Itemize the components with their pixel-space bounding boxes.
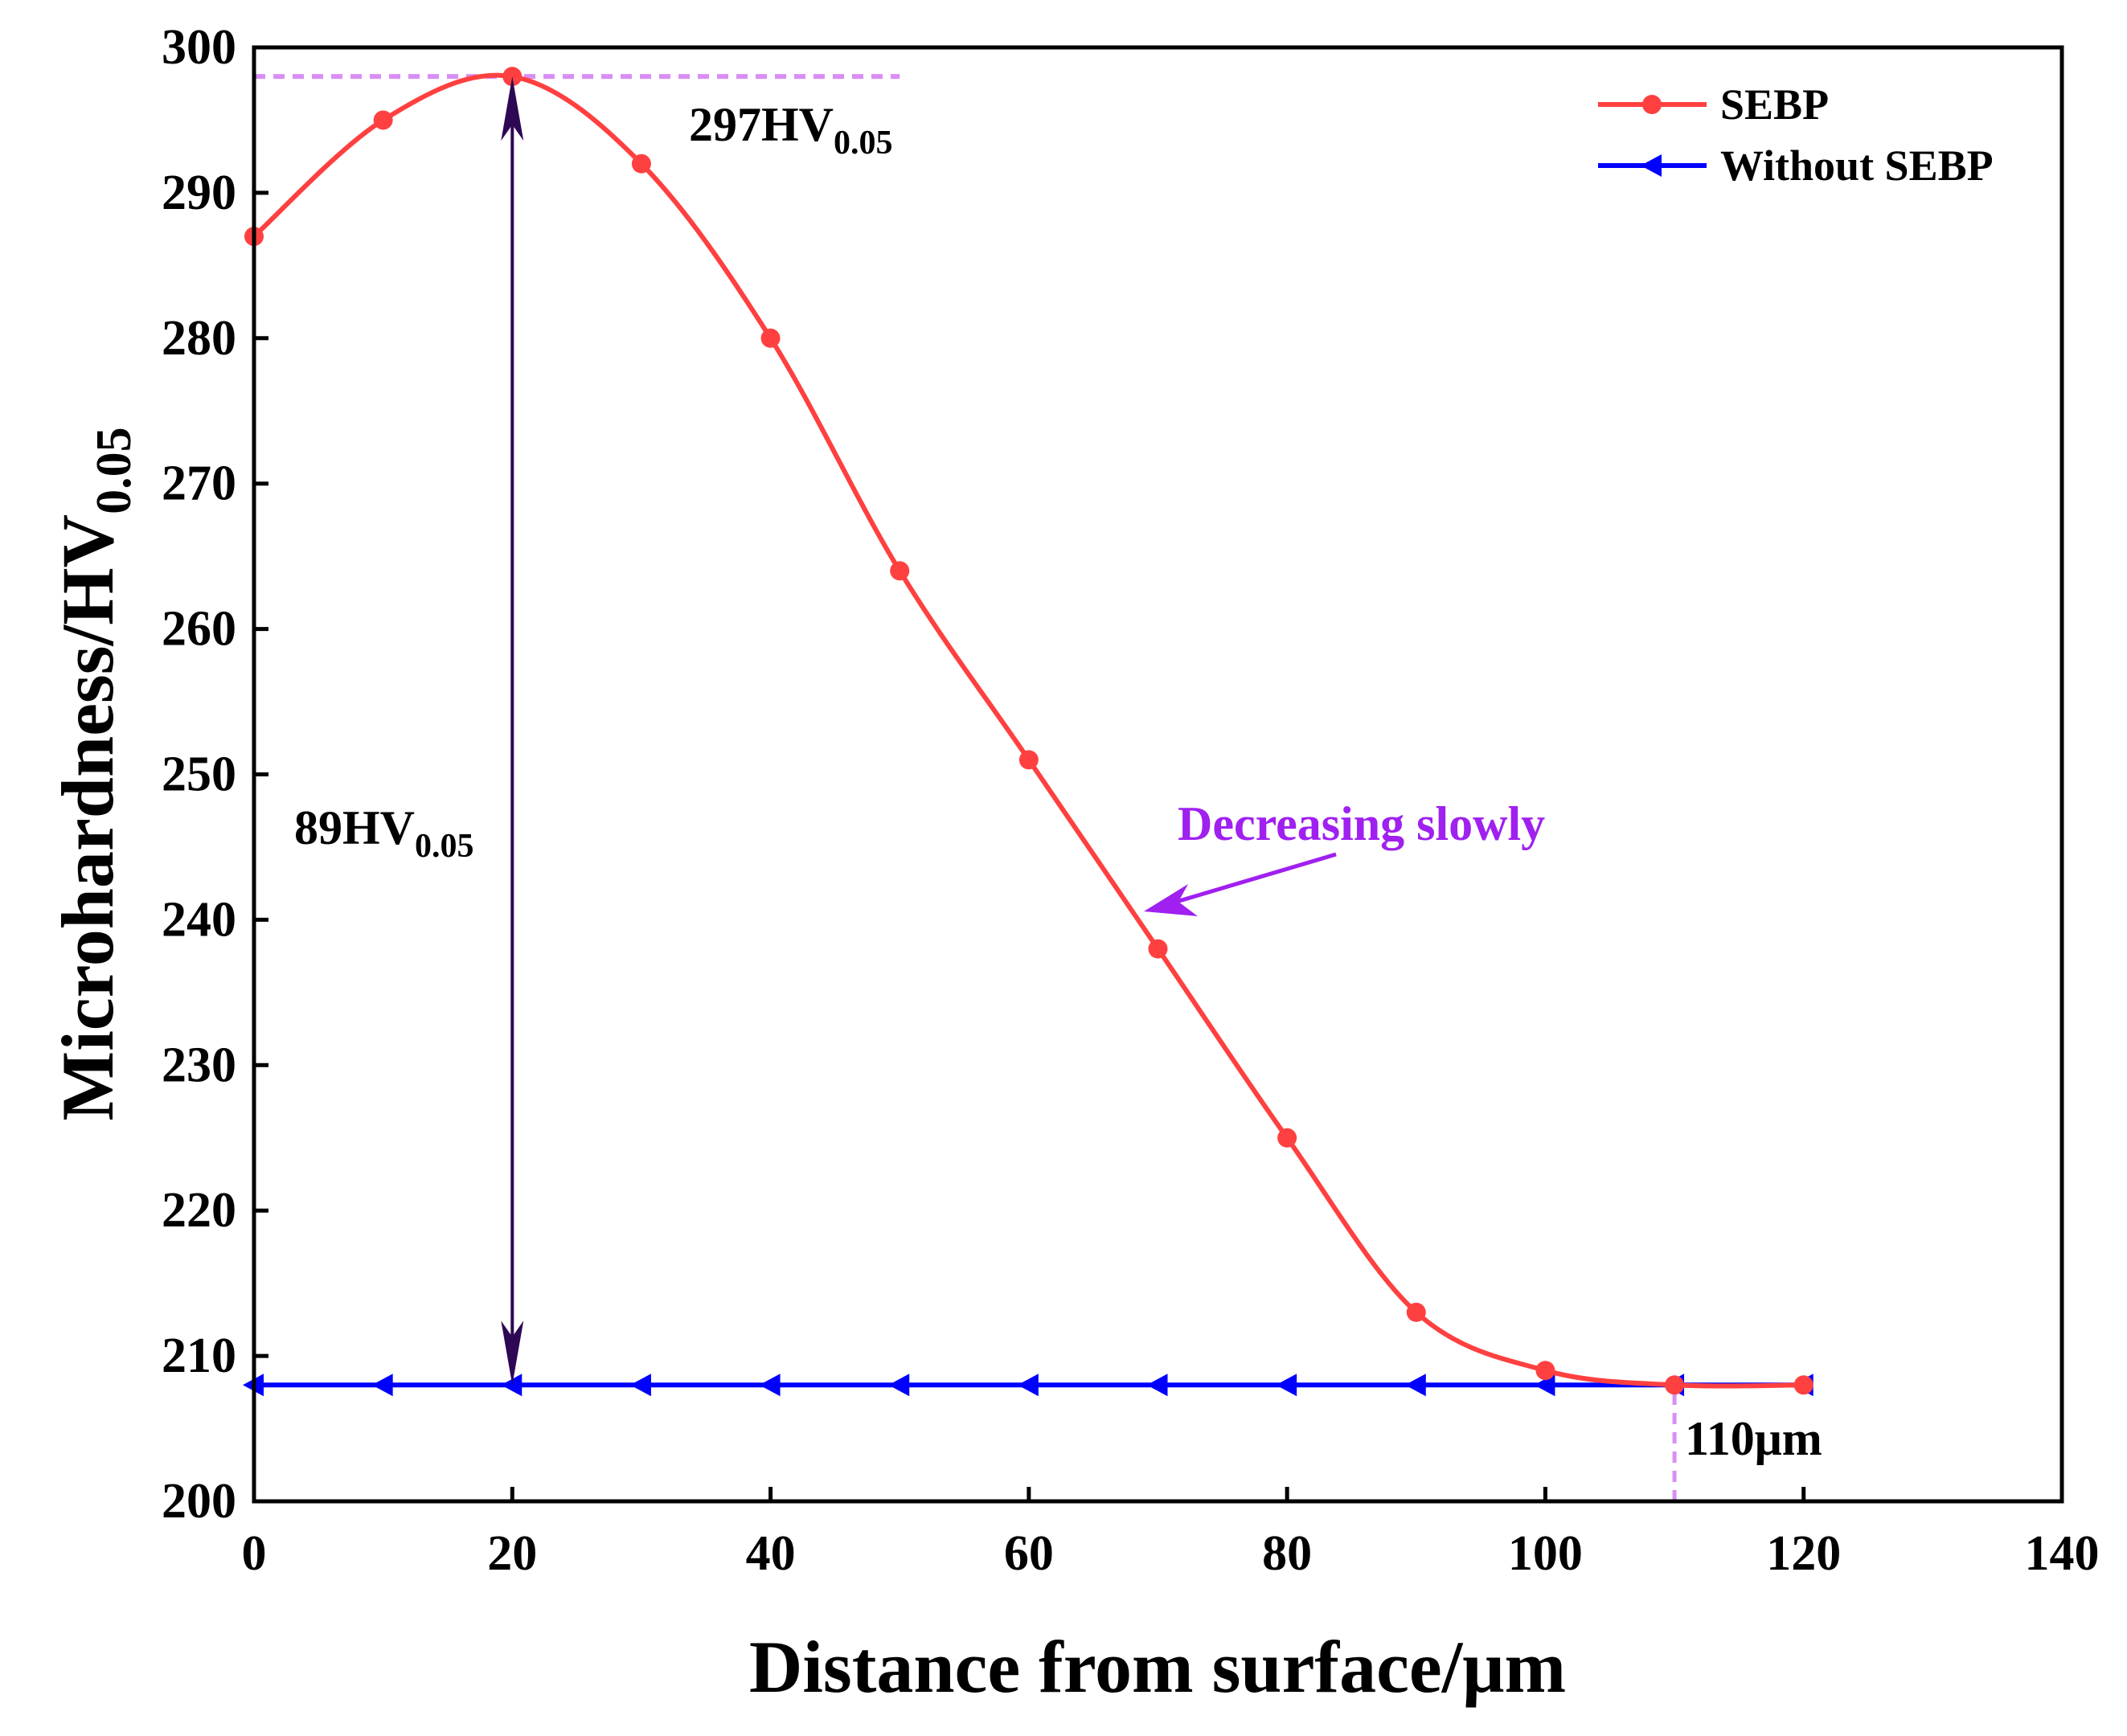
data-point-sebp [373,110,393,130]
x-tick-label: 20 [487,1526,537,1581]
data-point-without-sebp [629,1374,651,1397]
data-point-without-sebp [1017,1374,1039,1397]
y-tick-label: 300 [162,20,236,75]
legend-label-sebp: SEBP [1720,80,1829,129]
data-point-sebp [1018,750,1039,770]
difference-label: 89HV0.05 [294,801,474,865]
data-point-without-sebp [1276,1374,1297,1397]
data-point-without-sebp [1534,1374,1555,1397]
peak-label: 297HV0.05 [689,98,893,162]
data-point-sebp [1277,1128,1297,1148]
plot-frame [252,45,2064,1504]
arrow-head-down [501,1320,524,1386]
data-point-sebp [1665,1375,1685,1395]
depth-label: 110μm [1685,1412,1822,1465]
data-point-without-sebp [888,1374,910,1397]
y-axis-title: Microhardness/HV0.05 [47,427,141,1120]
series-sebp [244,67,1813,1395]
data-point-sebp [760,328,781,348]
plot-marks [243,67,1813,1501]
data-point-sebp [1406,1302,1426,1322]
x-tick-label: 140 [2025,1526,2100,1581]
y-tick-label: 210 [162,1329,236,1383]
trend-arrow-shaft [1165,852,1337,907]
data-point-without-sebp [1146,1374,1168,1397]
arrow-head-up [501,76,524,141]
data-point-sebp [631,154,651,174]
y-tick-label: 290 [162,166,236,220]
y-tick-label: 280 [162,311,236,366]
legend-marker-sebp [1642,95,1662,114]
legend-marker-without-sebp [1641,154,1662,177]
data-point-without-sebp [371,1374,393,1397]
x-tick-label: 40 [746,1526,796,1581]
y-tick-label: 200 [162,1474,236,1529]
data-point-without-sebp [501,1374,523,1397]
trend-label: Decreasing slowly [1178,797,1545,850]
data-point-sebp [890,561,910,581]
y-tick-label: 250 [162,747,236,802]
y-tick-label: 230 [162,1038,236,1092]
data-point-without-sebp [759,1374,781,1397]
x-tick-label: 120 [1766,1526,1841,1581]
x-tick-label: 60 [1004,1526,1054,1581]
axis-ticks: 0 20 40 60 80 100 120 140 200 210 220 230 240 250 260 2… [162,20,2100,1581]
y-tick-label: 220 [162,1183,236,1238]
data-point-sebp [1148,939,1168,959]
data-point-sebp [1535,1361,1555,1381]
x-tick-label: 100 [1508,1526,1583,1581]
legend-label-without-sebp: Without SEBP [1720,141,1994,190]
data-point-sebp [1793,1375,1813,1395]
x-axis-title: Distance from surface/μm [749,1626,1566,1708]
y-tick-label: 260 [162,602,236,657]
trend-arrow-head [1144,884,1198,916]
x-tick-label: 0 [242,1526,267,1581]
y-tick-label: 240 [162,892,236,947]
data-point-without-sebp [1404,1374,1426,1397]
legend: SEBP Without SEBP [1598,80,1994,190]
x-tick-label: 80 [1262,1526,1312,1581]
series-line-sebp [252,72,1804,1389]
y-tick-label: 270 [162,457,236,511]
